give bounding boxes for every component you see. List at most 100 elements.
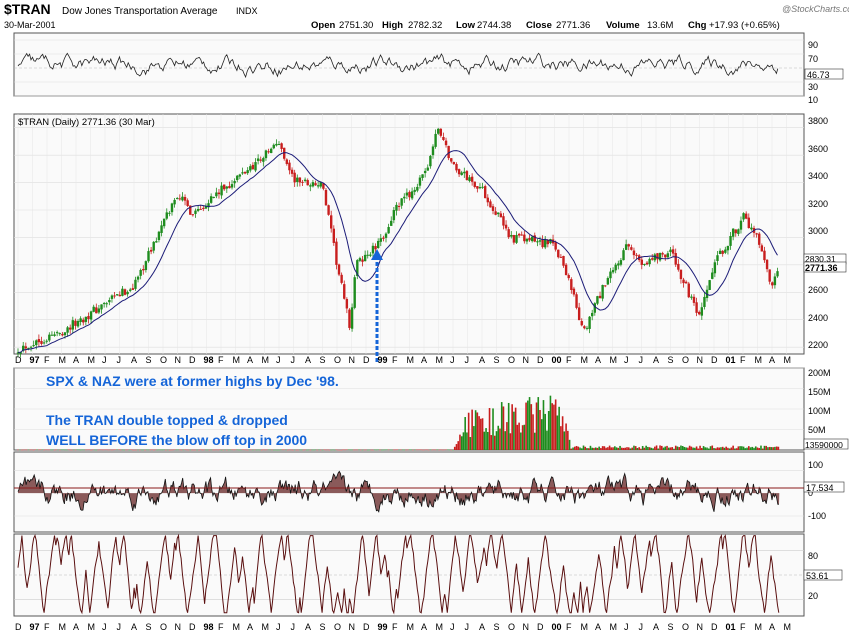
- month-tick-label: M: [88, 622, 96, 632]
- month-tick-label: D: [537, 355, 544, 365]
- month-tick-label: M: [784, 355, 792, 365]
- month-tick-label: F: [566, 355, 572, 365]
- volume-bar: [387, 449, 390, 451]
- volume-bar: [664, 446, 667, 450]
- volume-bar: [607, 447, 609, 450]
- volume-bar: [507, 402, 510, 450]
- price-candle-body: [666, 253, 670, 258]
- price-candle-body: [403, 196, 406, 199]
- volume-bar: [102, 449, 105, 451]
- volume-bar: [744, 448, 747, 450]
- price-candle-body: [170, 203, 174, 213]
- price-candle-body: [89, 311, 93, 320]
- volume-bar: [398, 449, 400, 451]
- price-candle-body: [290, 169, 294, 174]
- month-tick-label: D: [15, 622, 22, 632]
- price-candle-body: [444, 140, 448, 146]
- price-candle-body: [465, 171, 469, 181]
- volume-bar: [323, 449, 326, 451]
- volume-bar: [147, 449, 150, 451]
- month-tick-label: J: [117, 355, 122, 365]
- volume-bar: [328, 449, 331, 451]
- volume-bar: [624, 447, 627, 450]
- price-candle-body: [379, 238, 382, 242]
- month-tick-label: S: [146, 622, 152, 632]
- price-candle-body: [194, 210, 197, 214]
- price-candle-body: [181, 196, 184, 201]
- price-candle-body: [24, 346, 28, 349]
- volume-bar: [154, 449, 157, 451]
- volume-bar: [513, 411, 515, 450]
- volume-label: Volume: [606, 20, 640, 31]
- price-candle-body: [340, 274, 343, 283]
- price-candle-body: [369, 254, 372, 256]
- stochastic-tick-label: 20: [808, 591, 818, 601]
- price-tick-label: 3200: [808, 199, 828, 209]
- price-candle-body: [19, 351, 22, 354]
- volume-bar: [415, 449, 418, 451]
- volume-bar: [158, 449, 160, 451]
- volume-bar: [36, 449, 38, 451]
- oscillator-gridlines: [14, 469, 804, 517]
- volume-bar: [645, 445, 647, 450]
- price-candle-body: [121, 288, 124, 296]
- exchange-label: INDX: [236, 6, 258, 16]
- volume-bar: [363, 449, 366, 451]
- volume-bar: [391, 449, 393, 451]
- volume-bar: [311, 449, 313, 451]
- volume-bar: [297, 449, 299, 451]
- volume-bar: [72, 449, 75, 451]
- month-tick-label: M: [610, 355, 618, 365]
- volume-bar: [215, 449, 218, 451]
- price-candle-body: [309, 185, 312, 187]
- price-candle-body: [45, 340, 48, 342]
- volume-bar: [478, 416, 480, 450]
- month-tick-label: J: [465, 622, 470, 632]
- volume-bar: [219, 449, 221, 451]
- price-candle-body: [525, 238, 529, 242]
- volume-bar: [370, 449, 373, 451]
- price-candle-body: [661, 253, 664, 255]
- price-candle-body: [113, 295, 116, 297]
- price-candle-body: [450, 158, 453, 162]
- volume-bar: [34, 449, 37, 450]
- volume-bar: [104, 449, 106, 451]
- volume-bar: [302, 449, 305, 451]
- volume-bar: [408, 449, 411, 451]
- stochastic-line: [17, 533, 780, 615]
- volume-bar: [253, 449, 256, 451]
- volume-bar: [551, 403, 553, 450]
- index-name: Dow Jones Transportation Average: [62, 6, 218, 17]
- volume-bar: [173, 449, 176, 451]
- volume-bar: [584, 446, 587, 450]
- month-tick-label: A: [73, 622, 79, 632]
- price-candle-body: [426, 167, 429, 171]
- volume-bar: [307, 449, 310, 451]
- volume-bar: [614, 446, 616, 450]
- month-tick-label: D: [15, 355, 22, 365]
- price-candle-body: [546, 240, 550, 245]
- volume-bar: [145, 449, 148, 451]
- price-candle-body: [37, 339, 41, 343]
- volume-bar: [332, 449, 334, 451]
- volume-bar: [671, 447, 674, 450]
- volume-bar: [177, 449, 179, 451]
- price-candle-body: [92, 306, 95, 312]
- volume-bar: [259, 449, 261, 451]
- volume-bar: [205, 449, 207, 451]
- price-candle-body: [152, 241, 155, 251]
- volume-bar: [511, 404, 513, 450]
- price-candle-body: [259, 159, 262, 161]
- volume-bar: [772, 447, 774, 450]
- volume-bar: [556, 415, 559, 450]
- volume-bar: [39, 449, 42, 451]
- price-candle-body: [593, 303, 597, 313]
- price-candle-body: [345, 298, 349, 309]
- volume-bar: [180, 449, 183, 451]
- price-candle-body: [692, 296, 696, 303]
- volume-bar: [192, 449, 195, 451]
- price-candle-body: [510, 234, 513, 237]
- volume-bar: [290, 449, 292, 451]
- volume-bar: [650, 447, 653, 450]
- volume-bar: [732, 445, 734, 450]
